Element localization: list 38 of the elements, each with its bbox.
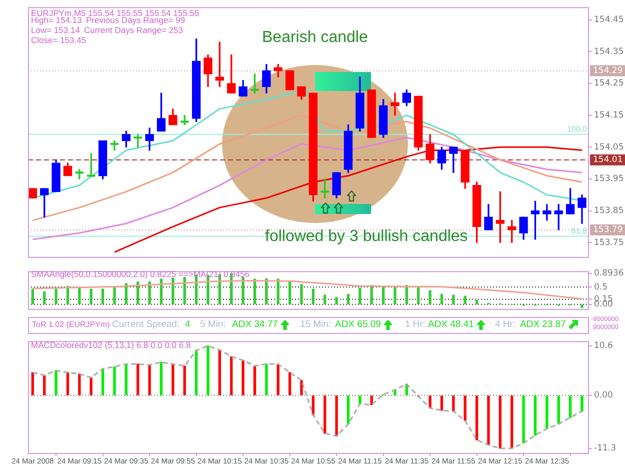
annotation: 61.8 [571, 226, 588, 236]
chart-title: MACDcoloredv102 (5,13,1) 6.8 0.0 0.0 6.8 [31, 340, 191, 350]
ref-line-label: 154.01 [593, 155, 623, 166]
ref-line-label: 153.79 [593, 225, 623, 236]
chart-title: SMAAngle(50,0.15000000,2.0) 0.8225 ==>MA(21) 0.8456 [31, 269, 250, 279]
ref-line-label: 154.29 [593, 66, 623, 76]
y-tick-label: 0.00 [594, 390, 613, 401]
text: 5 Min: [200, 319, 226, 330]
y-tick-label: 153.95 [594, 174, 624, 184]
y-tick-label: 0.8936 [594, 268, 624, 279]
y-tick-label: 154.05 [594, 142, 624, 152]
text: ADX 23.87 [520, 319, 566, 330]
text: ADX 65.09 [335, 319, 381, 330]
annotation: Bearish candle [262, 29, 368, 46]
y-tick-label: 154.45 [594, 15, 624, 26]
y-tick-label: -11.3 [594, 444, 616, 454]
chart-title: EURJPYm,M5 155.54 155.55 155.54 155.55 [31, 8, 200, 18]
text: ToR 1.02 (EURJPYm) [32, 320, 110, 329]
text: 1 Hr: [405, 319, 426, 330]
y-tick-label: 0.5 [594, 282, 608, 292]
y-tick-label: 154.35 [594, 46, 624, 57]
y-tick-label: 153.75 [594, 238, 624, 248]
annotation: 100.0 [566, 124, 588, 134]
text: Current Spread: [112, 319, 180, 330]
y-tick-label: 153.85 [594, 206, 624, 216]
text: 4 [185, 319, 190, 330]
text: ADX 48.41 [428, 319, 474, 330]
text: 15 Min: [300, 319, 332, 330]
y-tick-label: 154.15 [594, 110, 624, 120]
y-tick-label: 10.6 [594, 340, 613, 351]
text: 4 Hr: [495, 319, 516, 330]
y-tick-label: 154.25 [594, 78, 624, 89]
annotation: Close= 153.45 [31, 35, 86, 45]
annotation: followed by 3 bullish candles [265, 228, 468, 245]
annotation: Previous Days Range= 99 [86, 15, 185, 25]
annotation: Low= 153.14 [31, 25, 80, 35]
text: ADX 34.77 [232, 319, 278, 330]
annotation: Current Days Range= 253 [84, 25, 183, 35]
